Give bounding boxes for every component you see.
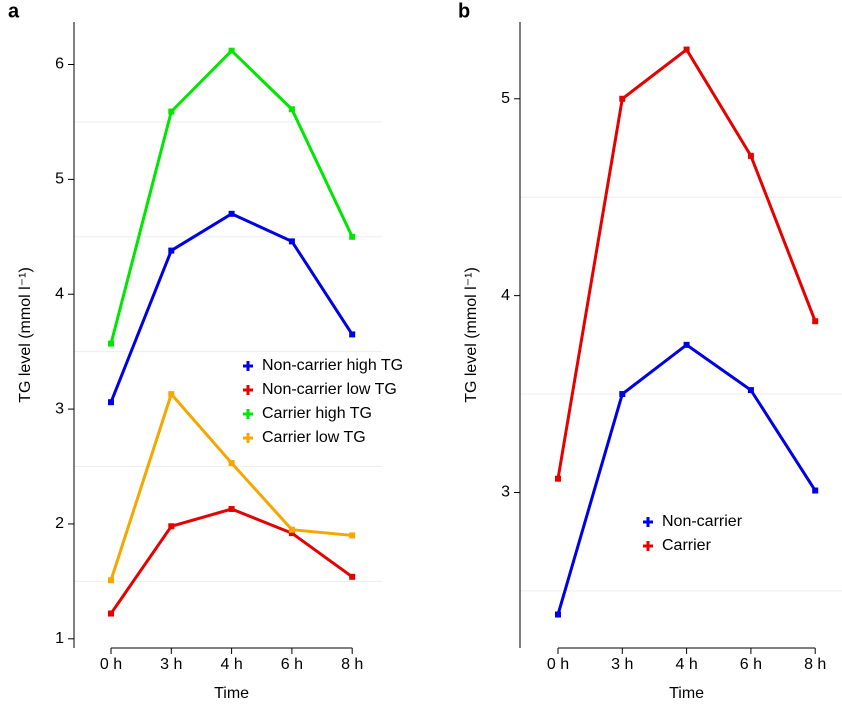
data-point: [288, 530, 295, 537]
data-point: [555, 475, 561, 482]
data-point: [108, 399, 114, 406]
x-tick-label: 3 h: [611, 656, 633, 673]
data-point: [349, 532, 356, 539]
legend-label: Carrier low TG: [262, 429, 366, 446]
x-axis-title: Time: [214, 685, 249, 702]
x-tick-label: 8 h: [804, 656, 826, 673]
series-line: [109, 507, 354, 615]
legend-label: Carrier high TG: [262, 405, 372, 422]
legend-label: Non-carrier low TG: [262, 381, 397, 398]
x-axis-title: Time: [669, 685, 704, 702]
series-line: [556, 342, 817, 615]
data-point: [812, 487, 819, 494]
data-point: [168, 523, 175, 530]
data-point: [812, 318, 819, 325]
y-axis-title: TG level (mmol l⁻¹): [463, 267, 480, 403]
y-tick-label: 2: [55, 515, 64, 532]
data-point: [288, 106, 295, 113]
x-tick-label: 4 h: [675, 656, 697, 673]
data-point: [619, 391, 626, 398]
y-axis-title: TG level (mmol l⁻¹): [17, 267, 34, 403]
data-point: [619, 95, 626, 102]
data-point: [747, 387, 754, 394]
legend-label: Non-carrier high TG: [262, 357, 403, 374]
y-tick-label: 4: [55, 285, 64, 302]
series-line: [109, 48, 354, 344]
y-tick-label: 4: [501, 287, 510, 304]
x-tick-label: 3 h: [160, 656, 182, 673]
x-tick-label: 0 h: [547, 656, 569, 673]
y-tick-label: 1: [55, 630, 64, 647]
x-tick-label: 0 h: [100, 656, 122, 673]
y-tick-label: 5: [55, 171, 64, 188]
series-line: [556, 47, 817, 479]
data-point: [168, 108, 175, 115]
x-tick-label: 6 h: [281, 656, 303, 673]
data-point: [288, 238, 295, 245]
data-point: [228, 210, 235, 217]
legend-label: Carrier: [662, 537, 712, 554]
x-tick-label: 8 h: [341, 656, 363, 673]
data-point: [349, 233, 356, 240]
panel-label: a: [8, 0, 20, 22]
data-point: [228, 506, 235, 513]
y-tick-label: 3: [55, 400, 64, 417]
data-point: [683, 46, 690, 53]
data-point: [349, 573, 356, 580]
y-tick-label: 3: [501, 484, 510, 501]
data-point: [108, 610, 114, 617]
data-point: [555, 611, 561, 618]
data-point: [168, 247, 175, 254]
data-point: [288, 526, 295, 533]
y-tick-label: 5: [501, 90, 510, 107]
panel-label: b: [458, 0, 470, 22]
data-point: [349, 331, 356, 338]
data-point: [228, 460, 235, 467]
data-point: [108, 340, 114, 347]
x-tick-label: 6 h: [740, 656, 762, 673]
data-point: [228, 47, 235, 54]
legend-label: Non-carrier: [662, 513, 743, 530]
y-tick-label: 6: [55, 56, 64, 73]
data-point: [747, 152, 754, 159]
x-tick-label: 4 h: [220, 656, 242, 673]
data-point: [683, 341, 690, 348]
data-point: [168, 391, 175, 398]
data-point: [108, 577, 114, 584]
